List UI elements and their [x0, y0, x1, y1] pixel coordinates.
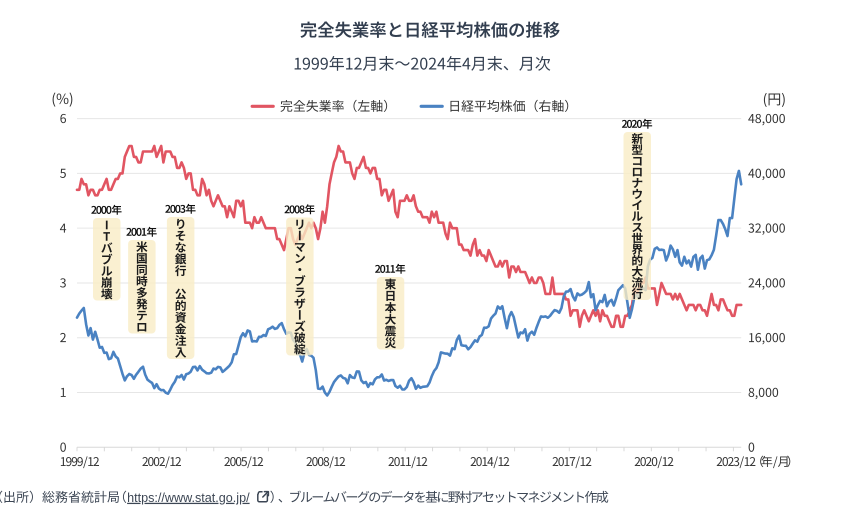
svg-text:https://www.stat.go.jp/: https://www.stat.go.jp/ [127, 491, 250, 505]
